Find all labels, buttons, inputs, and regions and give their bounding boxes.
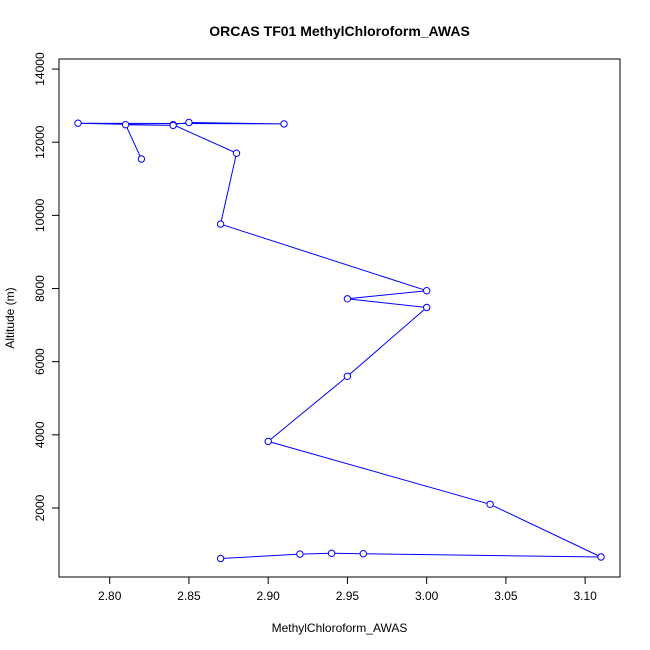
data-point	[327, 549, 336, 557]
data-point	[169, 121, 177, 130]
y-tick-label: 6000	[33, 348, 47, 375]
x-tick-label: 2.85	[177, 589, 201, 603]
y-axis-label: Altitude (m)	[3, 287, 17, 348]
data-point	[343, 372, 352, 380]
y-tick-label: 10000	[33, 198, 47, 232]
data-point	[185, 118, 193, 127]
x-tick-label: 3.10	[573, 589, 597, 603]
data-point	[137, 155, 146, 163]
y-tick-label: 14000	[33, 52, 47, 86]
data-point	[264, 437, 272, 446]
data-point	[216, 554, 225, 563]
y-tick-label: 4000	[33, 421, 47, 448]
data-point	[486, 500, 494, 508]
x-tick-label: 3.05	[494, 589, 518, 603]
x-tick-label: 3.00	[415, 589, 439, 603]
data-point	[216, 220, 225, 228]
data-point	[423, 303, 431, 312]
y-axis: 2000 4000 6000 8000 10000 12000 14000	[33, 52, 60, 521]
y-tick-label: 8000	[33, 275, 47, 302]
data-point	[74, 119, 82, 127]
data-point	[597, 553, 605, 561]
x-axis: 2.80 2.85 2.90 2.95 3.00 3.05 3.10	[98, 576, 597, 603]
data-point	[423, 287, 431, 295]
data-point	[359, 550, 367, 558]
data-point	[280, 120, 288, 128]
chart-title: ORCAS TF01 MethylChloroform_AWAS	[209, 23, 470, 39]
data-point	[121, 121, 130, 129]
x-tick-label: 2.80	[98, 589, 122, 603]
y-tick-label: 12000	[33, 125, 47, 159]
x-axis-label: MethylChloroform_AWAS	[272, 621, 408, 635]
data-point	[343, 295, 352, 303]
series-layer	[74, 118, 605, 563]
data-point	[232, 149, 241, 157]
x-tick-label: 2.90	[257, 589, 281, 603]
plot-frame	[58, 58, 621, 578]
series-line	[77, 121, 602, 559]
data-point	[296, 550, 304, 558]
x-tick-label: 2.95	[336, 589, 360, 603]
y-tick-label: 2000	[33, 494, 47, 521]
